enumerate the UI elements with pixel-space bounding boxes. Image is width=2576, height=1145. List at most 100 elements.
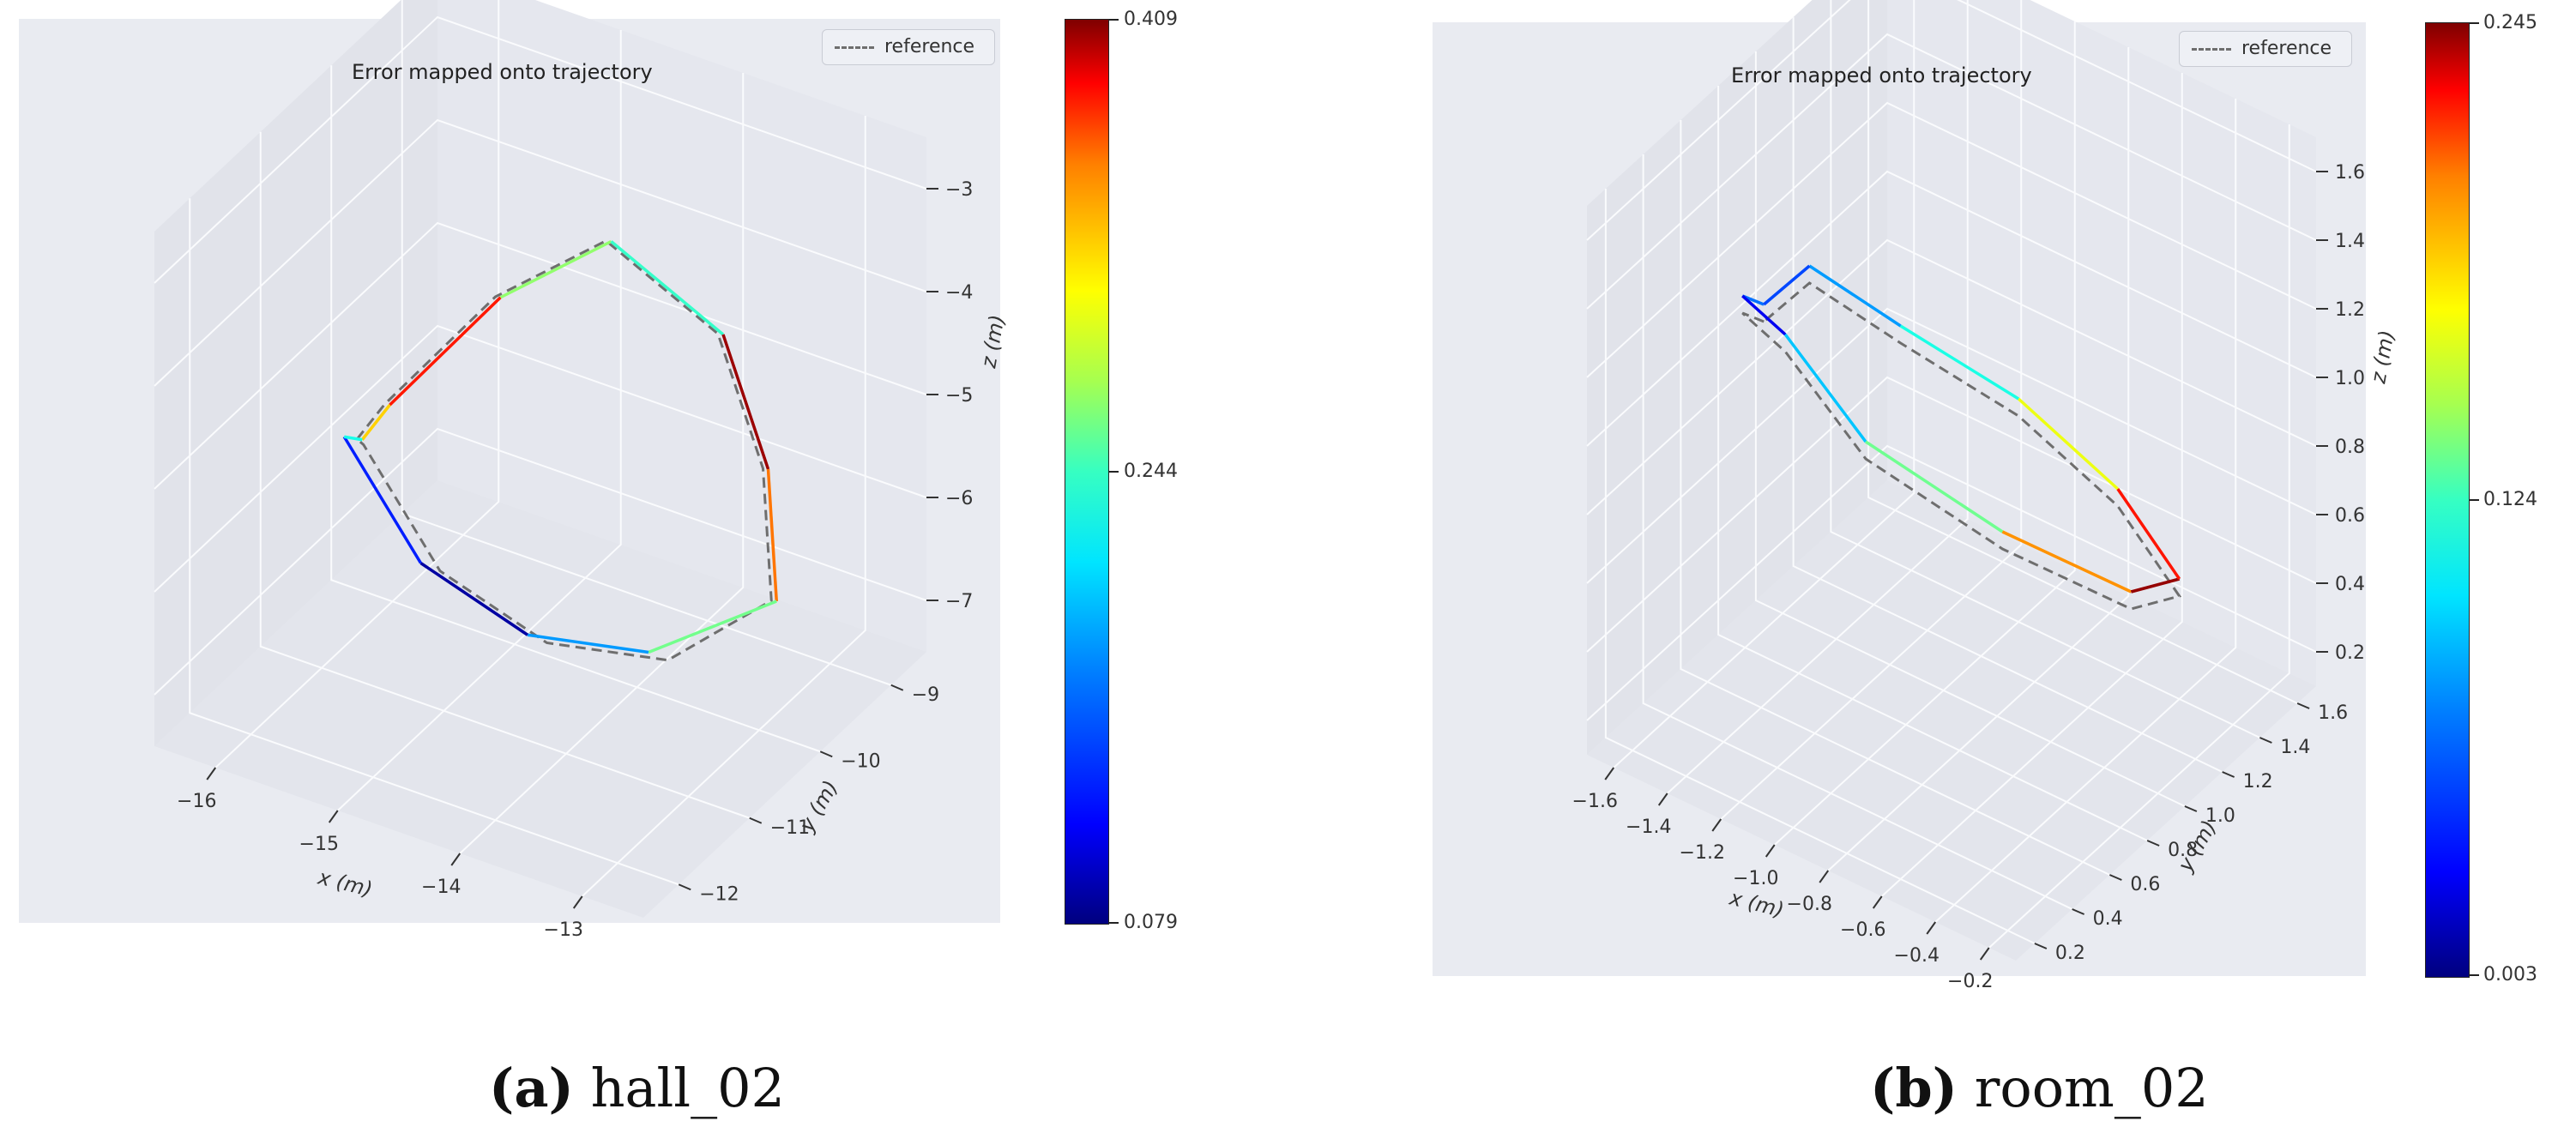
y-tick-label: 1.2 [2243, 771, 2273, 792]
z-tick-label: 1.0 [2335, 368, 2365, 389]
x-axis-label: x (m) [1727, 885, 1787, 922]
legend-room-02: reference [2179, 31, 2352, 67]
legend-label-reference: reference [2241, 38, 2332, 59]
grid-line [1680, 120, 2110, 876]
z-axis-label: z (m) [976, 313, 1010, 371]
y-tick [749, 817, 763, 824]
floor-pane [1587, 480, 2316, 961]
trajectory-segment [648, 600, 777, 654]
colorbar-label-max: 0.409 [1124, 9, 1178, 30]
legend-hall-02: reference [822, 29, 995, 65]
z-tick-label: −5 [945, 385, 973, 407]
grid-line [1586, 444, 2317, 721]
y-tick-label: 1.0 [2205, 805, 2235, 827]
grid-line [330, 65, 821, 753]
grid-line [1642, 154, 2073, 910]
grid-line [1827, 47, 2130, 871]
y-axis-label: y (m) [794, 776, 843, 836]
z-axis-label: z (m) [2366, 328, 2399, 386]
legend-swatch-reference [2192, 48, 2231, 51]
trajectory-segment [1741, 294, 1787, 336]
trajectory-segment [2130, 577, 2181, 594]
trajectory-segment [1808, 264, 1902, 328]
x-tick [1979, 947, 1990, 961]
colorbar-hall-02 [1065, 19, 1109, 925]
x-tick-label: −0.4 [1894, 945, 1940, 967]
grid-line [1720, 0, 2023, 820]
grid-line [1792, 17, 2223, 773]
trajectory-segment [1783, 333, 1867, 443]
x-tick [206, 767, 217, 780]
caption-a: (a) hall_02 [489, 1057, 785, 1119]
y-tick-label: −11 [770, 817, 810, 839]
grid-line [1586, 33, 2317, 310]
z-tick-label: 0.4 [2335, 574, 2365, 595]
trajectory-segment [527, 633, 649, 654]
trajectory-segment [721, 334, 770, 470]
x-tick-label: −1.4 [1626, 817, 1671, 838]
trajectory-segment [2001, 530, 2133, 594]
colorbar-label-mid: 0.124 [2483, 489, 2537, 510]
z-tick-label: 0.8 [2335, 437, 2365, 458]
grid-line [1867, 0, 2298, 704]
x-tick [1872, 895, 1883, 909]
grid-line [1774, 21, 2076, 846]
trajectory-segment [766, 468, 778, 602]
trajectory-segment [610, 240, 725, 336]
grid-line [1586, 307, 2317, 584]
legend-swatch-reference [835, 46, 874, 49]
y-tick-label: −9 [912, 684, 939, 706]
z-tick-label: −3 [945, 179, 973, 201]
colorbar-tick [1108, 471, 1119, 473]
x-tick [328, 810, 339, 823]
x-tick [1604, 767, 1615, 780]
x-tick-label: −1.6 [1572, 791, 1618, 812]
trajectory-plot-hall-02: −16 −15 −14 −13 −12 −11 −10 −9 −3 −4 −5 −6 −7 x (m) y … [154, 0, 1010, 941]
trajectory-segment [499, 239, 612, 299]
x-tick [1926, 921, 1937, 935]
colorbar-tick [2469, 974, 2479, 976]
x-tick-label: −14 [421, 877, 461, 898]
reference-line [1741, 281, 2182, 611]
grid-line [1667, 0, 1969, 794]
colorbar-tick [1108, 922, 1119, 924]
y-tick [2034, 943, 2048, 949]
reference-line [356, 238, 773, 662]
colorbar-label-max: 0.245 [2483, 12, 2537, 33]
x-tick-label: −0.6 [1840, 919, 1885, 941]
x-tick [1765, 844, 1776, 858]
x-tick-label: −15 [299, 834, 339, 855]
trajectory-segment [360, 403, 391, 441]
y-tick [890, 684, 904, 691]
grid-line [214, 0, 500, 768]
x-tick [1819, 870, 1830, 883]
grid-line [1717, 86, 2148, 841]
x-tick [450, 853, 462, 866]
y-tick-label: 0.8 [2168, 840, 2198, 861]
grid-line [582, 116, 866, 897]
grid-line [1586, 170, 2317, 447]
y-tick-label: −10 [841, 750, 880, 772]
trajectory-segment [1763, 264, 1811, 306]
y-tick [2072, 908, 2085, 915]
grid-line [1881, 73, 2183, 897]
x-axis-label: x (m) [315, 865, 375, 901]
x-tick-label: −0.2 [1947, 971, 1993, 992]
z-tick-label: 0.2 [2335, 642, 2365, 664]
grid-line [1754, 51, 2186, 807]
colorbar-label-min: 0.003 [2483, 964, 2537, 985]
trajectory-segment [2116, 488, 2181, 580]
caption-letter: (a) [489, 1057, 574, 1119]
trajectory-plot-room-02: −1.6 −1.4 −1.2 −1.0 −0.8 −0.6 −0.4 −0.2 0.2 0.4 0.… [1572, 0, 2399, 992]
floor-pane [154, 480, 926, 918]
y-tick [819, 750, 833, 758]
grid-line [259, 131, 751, 819]
trajectory-segment [343, 435, 363, 442]
caption-name: room_02 [1974, 1057, 2209, 1119]
x-tick-label: −16 [177, 791, 216, 812]
chart-title-hall-02: Error mapped onto trajectory [352, 60, 653, 84]
grid-line [337, 30, 622, 811]
trajectory-segment [1899, 324, 2020, 401]
grid-line [154, 427, 927, 696]
y-tick [2108, 874, 2122, 881]
